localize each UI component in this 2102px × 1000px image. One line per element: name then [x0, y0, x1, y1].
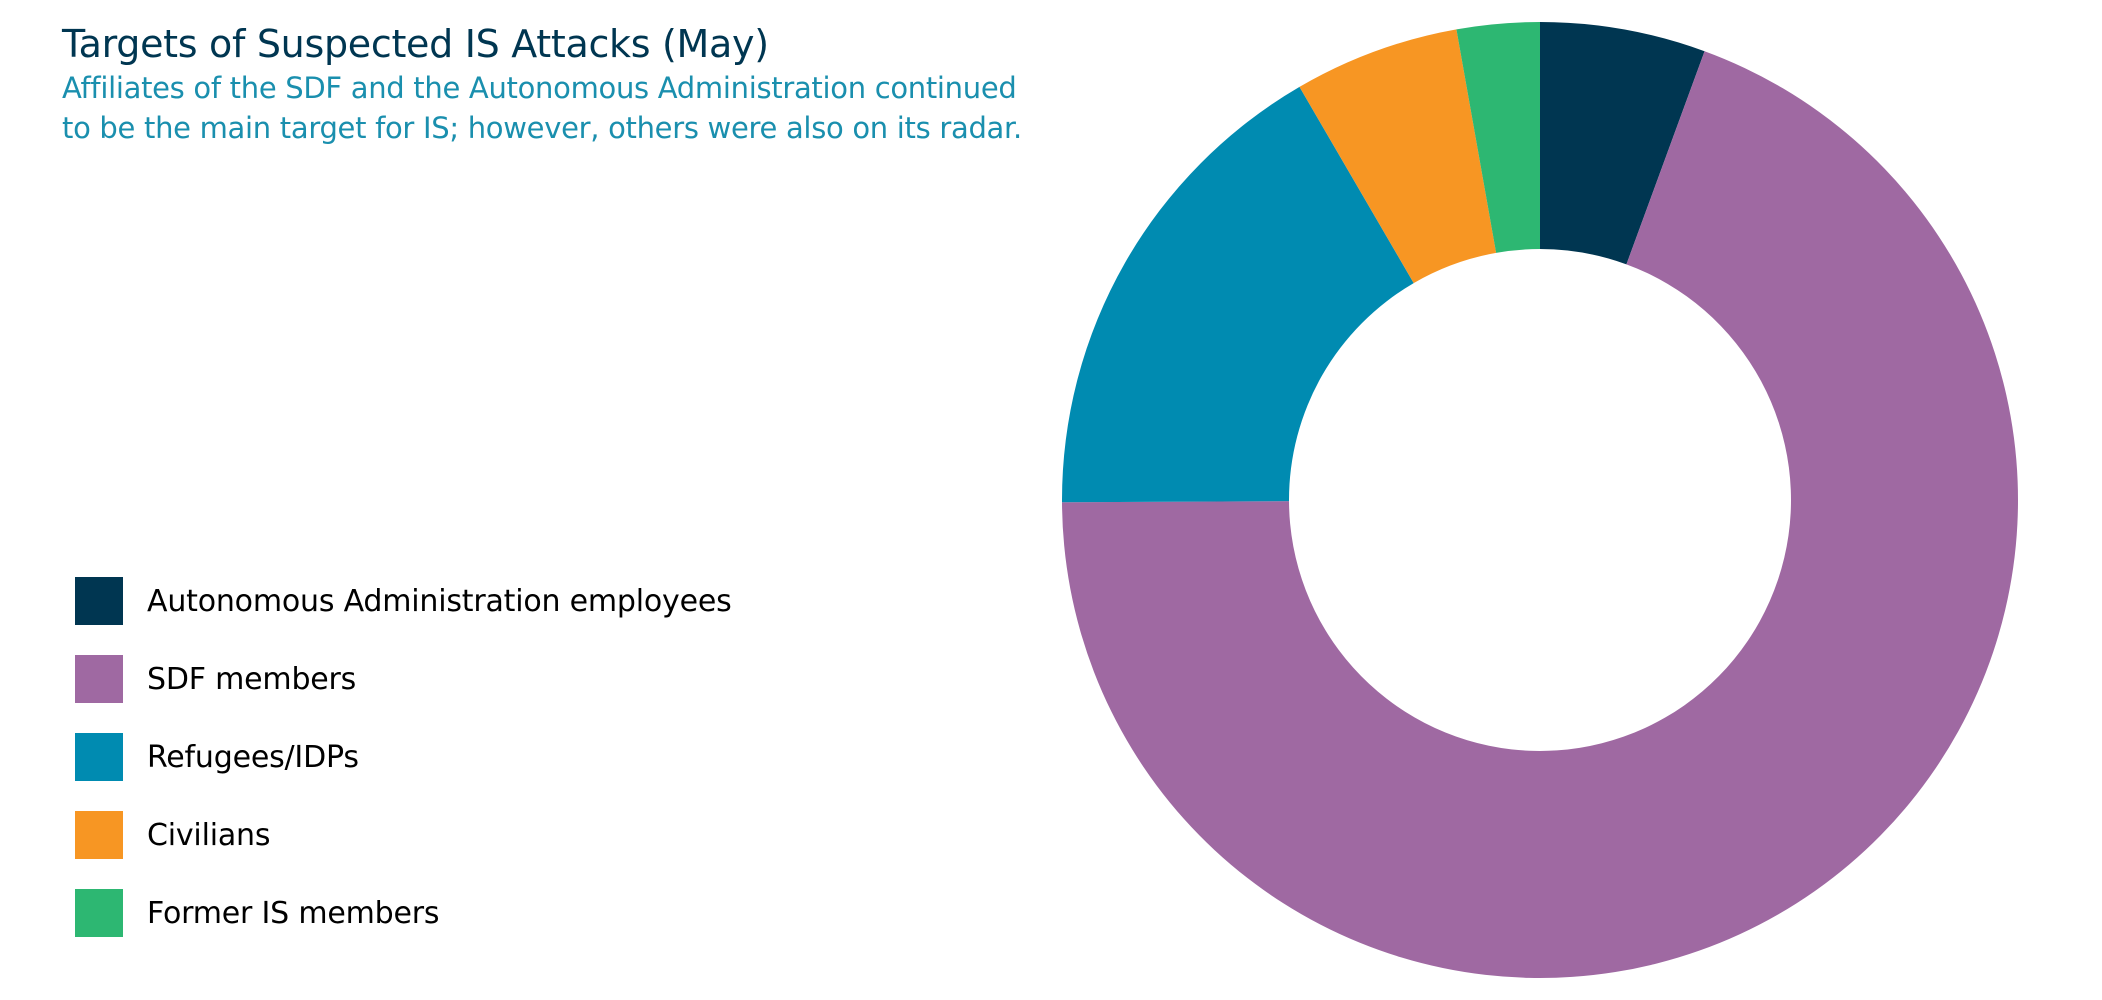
- donut-slice-refugees-idps: [1062, 86, 1414, 503]
- chart-subtitle: Affiliates of the SDF and the Autonomous…: [62, 68, 1062, 148]
- legend-label: Civilians: [147, 817, 271, 853]
- legend-swatch: [75, 577, 123, 625]
- donut-slice-autonomous-administration-employees: [1540, 22, 1705, 265]
- subtitle-line-1: Affiliates of the SDF and the Autonomous…: [62, 71, 1017, 105]
- legend-label: Refugees/IDPs: [147, 739, 359, 775]
- legend-item-refugees-idps: Refugees/IDPs: [75, 733, 359, 781]
- legend-swatch: [75, 655, 123, 703]
- legend-swatch: [75, 811, 123, 859]
- legend-label: Former IS members: [147, 895, 440, 931]
- legend-swatch: [75, 733, 123, 781]
- donut-slice-civilians: [1299, 29, 1497, 284]
- legend-item-civilians: Civilians: [75, 811, 270, 859]
- donut-slice-former-is-members: [1456, 22, 1540, 253]
- legend-item-autonomous-administration-employees: Autonomous Administration employees: [75, 577, 732, 625]
- legend-item-sdf-members: SDF members: [75, 655, 356, 703]
- chart-title: Targets of Suspected IS Attacks (May): [62, 22, 769, 66]
- legend-item-former-is-members: Former IS members: [75, 889, 439, 937]
- legend-label: SDF members: [147, 661, 357, 697]
- legend-label: Autonomous Administration employees: [147, 583, 732, 619]
- donut-chart: [1062, 22, 2018, 978]
- donut-slice-sdf-members: [1062, 51, 2018, 978]
- legend-swatch: [75, 889, 123, 937]
- subtitle-line-2: to be the main target for IS; however, o…: [62, 111, 1022, 145]
